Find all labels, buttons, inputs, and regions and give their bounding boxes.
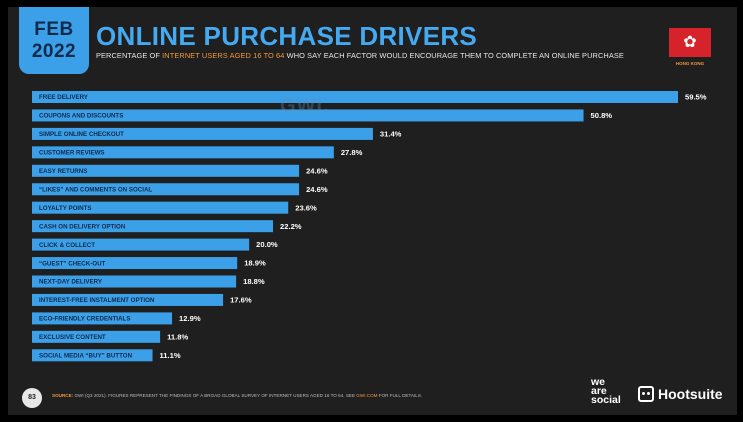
- logo-line-3: social: [591, 394, 621, 406]
- page-subtitle: PERCENTAGE OF INTERNET USERS AGED 16 TO …: [96, 51, 624, 60]
- bar: [32, 164, 300, 177]
- category-label: LOYALTY POINTS: [39, 205, 92, 212]
- value-label: 50.8%: [591, 111, 613, 120]
- category-label: CASH ON DELIVERY OPTION: [39, 223, 126, 230]
- value-label: 12.9%: [179, 314, 201, 323]
- owl-icon: [638, 386, 654, 402]
- logo-line-1: we: [591, 376, 606, 388]
- category-label: NEXT-DAY DELIVERY: [39, 279, 103, 286]
- value-label: 18.8%: [243, 277, 265, 286]
- value-label: 27.8%: [341, 148, 363, 157]
- category-label: FREE DELIVERY: [39, 94, 89, 101]
- category-label: CLICK & COLLECT: [39, 242, 95, 249]
- value-label: 11.1%: [160, 351, 181, 360]
- bar: [32, 146, 334, 159]
- bar: [32, 127, 373, 140]
- value-label: 59.5%: [685, 93, 707, 102]
- source-note: SOURCE: GWI (Q3 2021). FIGURES REPRESENT…: [52, 393, 422, 398]
- date-month: FEB: [34, 19, 74, 40]
- page-number: 83: [22, 388, 42, 408]
- source-text: GWI (Q3 2021). FIGURES REPRESENT THE FIN…: [73, 393, 357, 398]
- page-title: ONLINE PURCHASE DRIVERS: [96, 21, 478, 51]
- watermark: GWI.: [280, 95, 330, 117]
- value-label: 24.6%: [306, 166, 328, 175]
- value-label: 20.0%: [256, 240, 278, 249]
- we-are-social-logo: we are social: [591, 376, 621, 406]
- value-label: 11.8%: [167, 332, 188, 341]
- category-label: ECO-FRIENDLY CREDENTIALS: [39, 316, 130, 323]
- bar: [32, 109, 584, 122]
- category-label: COUPONS AND DISCOUNTS: [39, 113, 123, 120]
- subtitle-post: WHO SAY EACH FACTOR WOULD ENCOURAGE THEM…: [284, 51, 624, 60]
- hootsuite-logo: Hootsuite: [638, 386, 723, 402]
- value-label: 17.6%: [230, 296, 252, 305]
- source-link[interactable]: GWI.COM: [356, 393, 378, 398]
- subtitle-pre: PERCENTAGE OF: [96, 51, 163, 60]
- bar: [32, 201, 289, 214]
- category-label: CUSTOMER REVIEWS: [39, 150, 105, 157]
- category-label: INTEREST-FREE INSTALMENT OPTION: [39, 297, 155, 304]
- bar-chart: FREE DELIVERY 59.5% COUPONS AND DISCOUNTS 5…: [32, 91, 707, 362]
- value-label: 23.6%: [295, 203, 317, 212]
- date-year: 2022: [31, 41, 77, 62]
- bar: [32, 220, 274, 233]
- category-label: SOCIAL MEDIA “BUY” BUTTON: [39, 353, 133, 360]
- slide: FEB 2022 ONLINE PURCHASE DRIVERS PERCENT…: [8, 7, 737, 415]
- bar: [32, 275, 237, 288]
- bar: [32, 238, 250, 251]
- value-label: 31.4%: [380, 130, 402, 139]
- hong-kong-flag-icon: ✿: [669, 28, 711, 57]
- logo-line-2: are: [591, 385, 607, 397]
- category-label: SIMPLE ONLINE CHECKOUT: [39, 131, 124, 138]
- bar: [32, 257, 238, 270]
- category-label: “GUEST” CHECK-OUT: [39, 260, 106, 267]
- bar: [32, 312, 173, 325]
- source-label: SOURCE:: [52, 393, 74, 398]
- value-label: 18.9%: [244, 259, 266, 268]
- bar: [32, 349, 153, 362]
- bar: [32, 330, 161, 343]
- value-label: 24.6%: [306, 185, 328, 194]
- date-badge: FEB 2022: [19, 7, 89, 74]
- subtitle-highlight: INTERNET USERS AGED 16 TO 64: [162, 51, 285, 60]
- category-label: EASY RETURNS: [39, 168, 87, 175]
- bar: [32, 91, 678, 103]
- category-label: EXCLUSIVE CONTENT: [39, 334, 106, 341]
- source-tail: FOR FULL DETAILS.: [377, 393, 423, 398]
- value-label: 22.2%: [280, 222, 302, 231]
- bar: [32, 183, 300, 196]
- bauhinia-icon: ✿: [683, 34, 697, 51]
- hootsuite-wordmark: Hootsuite: [658, 386, 723, 402]
- flag-caption: HONG KONG: [675, 61, 705, 66]
- category-label: “LIKES” AND COMMENTS ON SOCIAL: [39, 186, 152, 193]
- bar: [32, 293, 224, 306]
